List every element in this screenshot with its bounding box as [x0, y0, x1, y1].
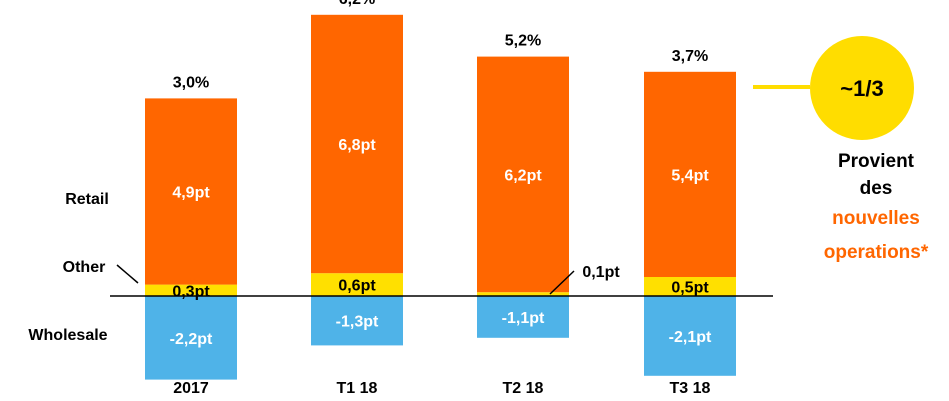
bar-retail-t1-18	[311, 14, 403, 274]
data-label-retail-t3-18: 5,4pt	[671, 167, 709, 184]
data-label-wholesale-t3-18: -2,1pt	[669, 329, 712, 346]
legend-other-leader-line	[116, 264, 139, 284]
legend-other: Other	[63, 259, 106, 276]
bar-retail-t2-18	[477, 56, 569, 293]
total-label-t2-18: 5,2%	[505, 33, 541, 50]
data-label-retail-2017: 4,9pt	[172, 185, 210, 202]
callout-text-line1: Provient	[838, 151, 915, 172]
callout-text-line2: des	[860, 178, 893, 199]
x-tick-label-t3-18: T3 18	[670, 380, 711, 397]
bar-retail-t3-18	[644, 71, 736, 277]
bar-other-t3-18	[644, 277, 736, 296]
bar-wholesale-t1-18	[311, 296, 403, 346]
data-label-wholesale-2017: -2,2pt	[170, 331, 213, 348]
legend-retail: Retail	[65, 191, 109, 208]
total-label-t3-18: 3,7%	[672, 48, 708, 65]
data-label-other-t1-18: 0,6pt	[338, 278, 376, 295]
callout-highlight-line1: nouvelles	[832, 208, 920, 229]
data-label-other-t2-18: 0,1pt	[582, 264, 620, 281]
data-label-retail-t1-18: 6,8pt	[338, 137, 376, 154]
data-label-wholesale-t2-18: -1,1pt	[502, 310, 545, 327]
x-tick-label-t2-18: T2 18	[503, 380, 544, 397]
total-label-t1-18: 6,2%	[339, 0, 375, 8]
x-tick-label-2017: 2017	[173, 380, 209, 397]
bar-wholesale-t3-18	[644, 296, 736, 376]
bar-retail-2017	[145, 98, 237, 285]
bar-wholesale-t2-18	[477, 296, 569, 338]
legend-wholesale: Wholesale	[28, 327, 107, 344]
data-label-other-2017: 0,3pt	[172, 283, 210, 300]
bar-wholesale-2017	[145, 296, 237, 380]
x-tick-label-t1-18: T1 18	[337, 380, 378, 397]
bars-group	[145, 14, 736, 380]
bar-other-t2-18	[477, 292, 569, 296]
callout-badge-circle	[810, 36, 914, 140]
data-label-retail-t2-18: 6,2pt	[504, 167, 542, 184]
total-label-2017: 3,0%	[173, 74, 209, 91]
bar-other-2017	[145, 284, 237, 296]
bar-other-t1-18	[311, 273, 403, 296]
data-label-wholesale-t1-18: -1,3pt	[336, 314, 379, 331]
callout-badge-text: ~1/3	[840, 76, 883, 101]
labels-group: 4,9pt 0,3pt -2,2pt 3,0% 2017 6,8pt 0,6pt -1,3pt…	[170, 0, 712, 397]
callout-highlight-line2: operations*	[824, 242, 929, 263]
data-label-other-t3-18: 0,5pt	[671, 280, 709, 297]
other-small-label-leader-line	[549, 270, 575, 295]
